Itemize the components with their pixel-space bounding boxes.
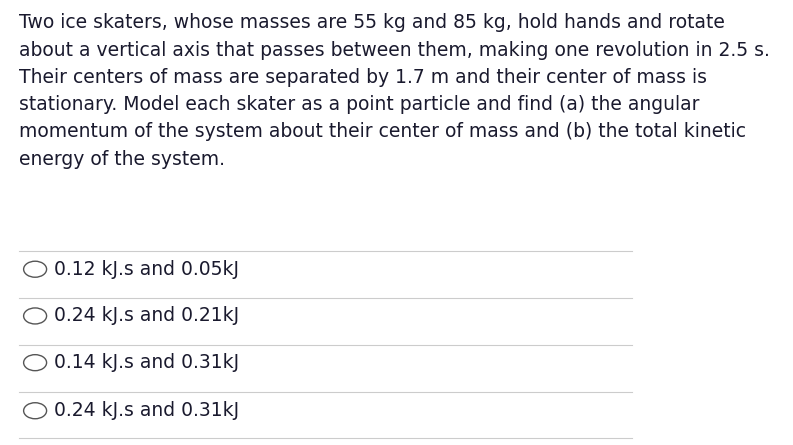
Text: 0.24 kJ.s and 0.21kJ: 0.24 kJ.s and 0.21kJ	[54, 307, 239, 325]
Text: 0.14 kJ.s and 0.31kJ: 0.14 kJ.s and 0.31kJ	[54, 353, 239, 372]
Text: Two ice skaters, whose masses are 55 kg and 85 kg, hold hands and rotate
about a: Two ice skaters, whose masses are 55 kg …	[19, 13, 770, 169]
Text: 0.12 kJ.s and 0.05kJ: 0.12 kJ.s and 0.05kJ	[54, 260, 239, 279]
Text: 0.24 kJ.s and 0.31kJ: 0.24 kJ.s and 0.31kJ	[54, 401, 239, 420]
